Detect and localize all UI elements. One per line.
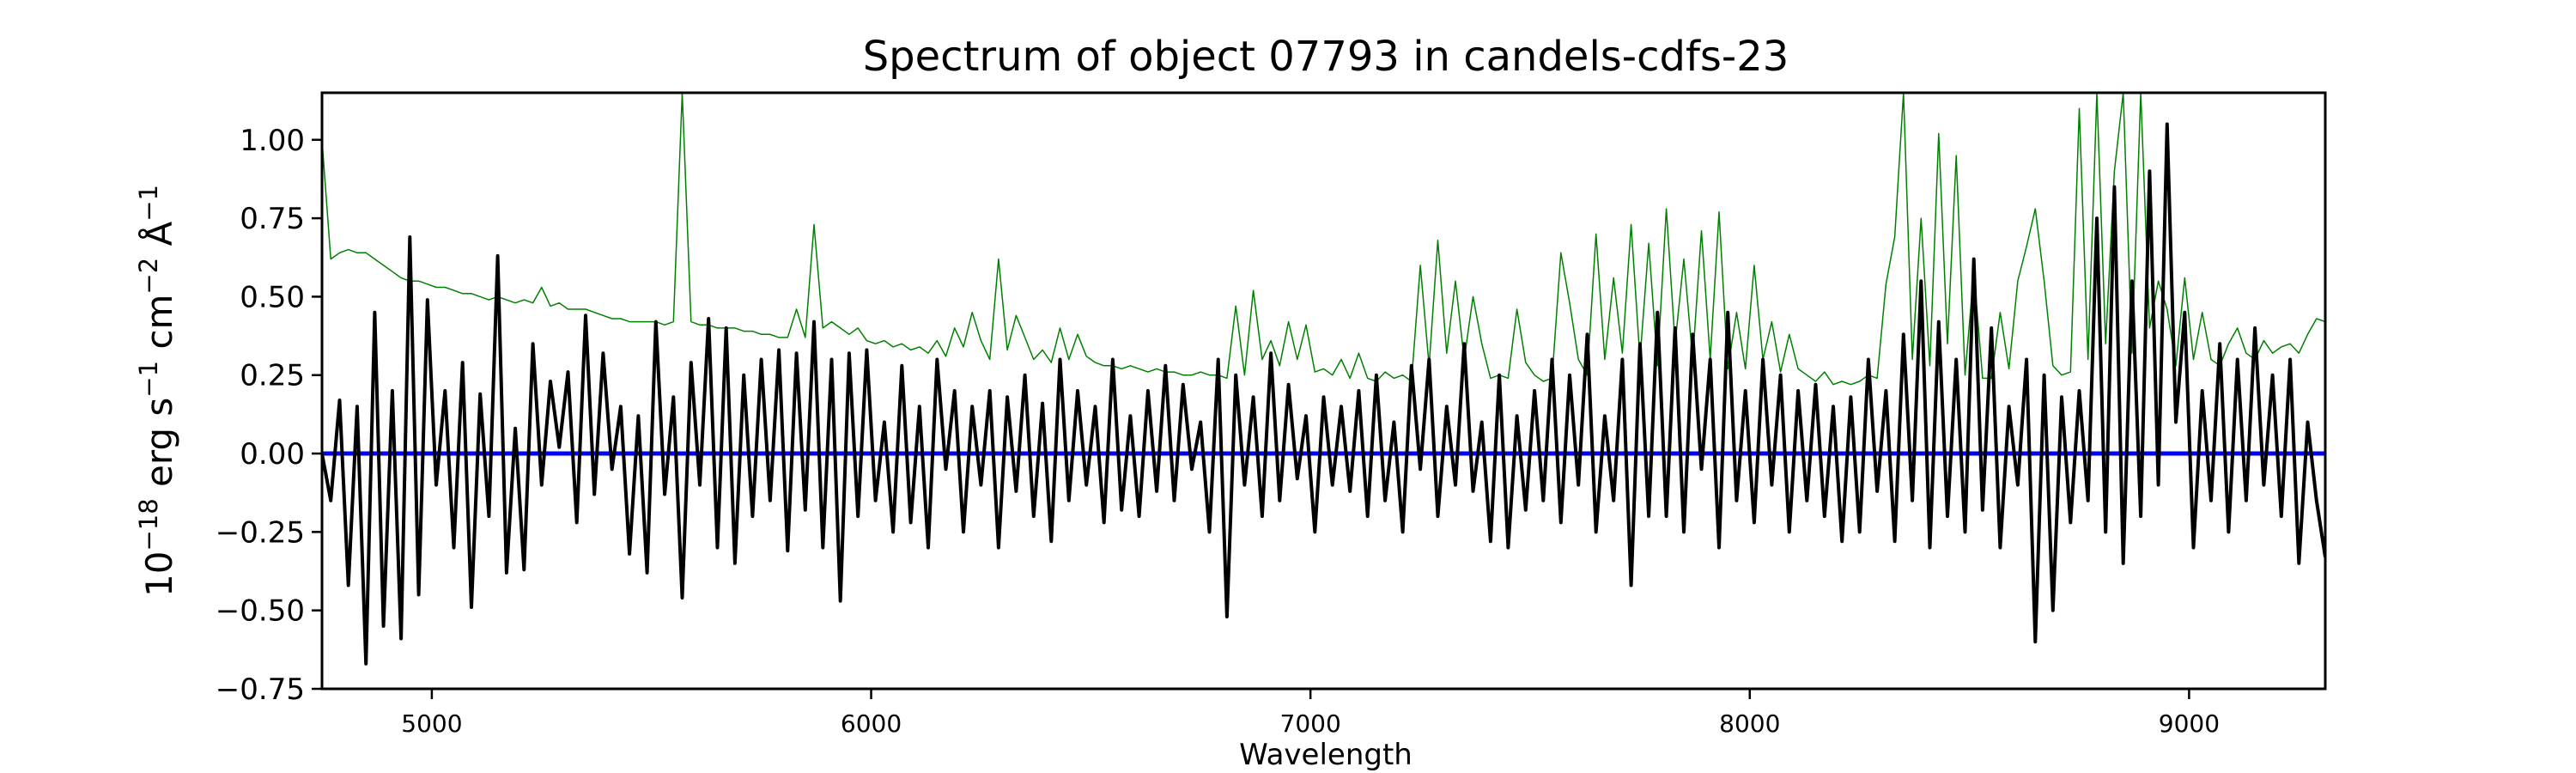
y-label-unit-angstrom: Å (137, 222, 180, 258)
axes-frame (320, 91, 2327, 691)
y-label-unit-cm: cm (138, 295, 180, 361)
chart-title: Spectrum of object 07793 in candels-cdfs… (863, 33, 1789, 81)
x-axis-label: Wavelength (1239, 738, 1413, 772)
plot-area (320, 91, 2327, 691)
y-tick-label: −0.50 (216, 594, 305, 629)
x-tick-label: 5000 (401, 709, 462, 738)
y-tick-label: −0.25 (216, 515, 305, 550)
y-label-exp: −18 (134, 498, 163, 551)
x-tick-label: 9000 (2159, 709, 2220, 738)
y-axis: −0.75 −0.50 −0.25 0.00 0.25 0.50 0.75 1.00 (216, 124, 322, 707)
flux-series-line (322, 122, 2325, 666)
x-axis: 5000 6000 7000 8000 9000 (401, 689, 2220, 738)
model-series-line (322, 93, 2325, 386)
x-tick-label: 6000 (841, 709, 902, 738)
x-tick-label: 7000 (1280, 709, 1341, 738)
x-tick-label: 8000 (1719, 709, 1780, 738)
y-tick-label: 1.00 (240, 124, 305, 158)
y-tick-label: −0.75 (216, 673, 305, 707)
y-label-exp-cm: −2 (134, 258, 163, 295)
y-tick-label: 0.00 (240, 437, 305, 472)
y-axis-label: 10−18 erg s−1 cm−2 Å−1 (134, 185, 180, 597)
y-label-unit-erg-s: erg s (138, 398, 180, 499)
y-label-base: 10 (138, 551, 180, 597)
y-tick-label: 0.50 (240, 280, 305, 314)
y-tick-label: 0.75 (240, 202, 305, 236)
y-label-exp-angstrom: −1 (134, 185, 163, 222)
y-tick-label: 0.25 (240, 359, 305, 393)
y-label-exp-s: −1 (134, 361, 163, 398)
